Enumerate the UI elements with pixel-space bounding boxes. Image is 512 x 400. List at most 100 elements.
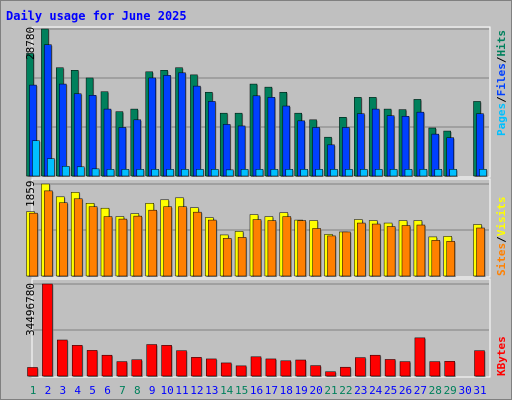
sites-bar-fill [371,223,381,277]
x-tick-label: 16 [250,384,263,397]
pages-bar [136,169,145,177]
legend-visits: Visits [495,197,508,237]
visits-ymax-label: 1859 [24,181,37,208]
pages-bar [181,169,190,177]
pages-bar [91,168,101,177]
kbytes-bar-fill [131,359,143,377]
pages-bar [374,169,384,177]
kbytes-bar-fill [146,344,157,377]
files-bar-fill [222,124,231,177]
kbytes-bar [27,367,39,377]
files-bar-fill [118,127,127,177]
kbytes-bar-fill [235,365,247,377]
files-bar [416,111,425,177]
sites-bar-fill [118,218,128,277]
kbytes-bar [355,357,367,377]
legend-files: Files [495,63,508,96]
files-bar-fill [476,113,484,177]
x-tick-label: 15 [235,384,248,397]
sites-bar [178,206,188,277]
sites-bar-fill [103,216,113,277]
x-tick-label: 11 [175,384,188,397]
kbytes-bar [280,360,292,377]
files-bar [371,108,381,177]
kbytes-bar [42,283,54,377]
pages-bar-fill [32,140,40,177]
pages-bar-fill [389,169,398,177]
sites-bar-fill [59,202,68,277]
pages-bar-fill [479,169,487,177]
kbytes-bar-fill [399,361,411,377]
kbytes-bar-fill [474,350,485,377]
kbytes-bar [429,361,441,377]
hits-legend: Pages/Files/Hits [495,30,508,136]
x-tick-label: 8 [134,384,141,397]
pages-bar-fill [419,169,428,177]
sites-bar-fill [208,219,217,277]
kbytes-bar [444,361,456,377]
kbytes-bar [86,350,99,377]
sites-bar [401,225,411,277]
pages-bar [345,169,354,177]
sites-bar [88,206,99,277]
kbytes-bar-fill [161,345,172,377]
sites-bar [252,219,262,277]
legend-sep: / [495,56,508,63]
x-axis-labels: 1 2 3 4 5 6 7 8 9 10 11 12 13 14 15 16 17 18 19 20 21 22 23 24 2… [30,384,487,397]
x-tick-label: 10 [160,384,173,397]
kbytes-bar-fill [191,357,202,377]
kbytes-bar [474,350,486,377]
pages-bar [285,169,294,177]
files-bar [208,101,217,177]
x-tick-label: 22 [339,384,352,397]
kbytes-bar [116,361,128,377]
pages-bar-fill [285,169,294,177]
files-bar-fill [357,113,365,177]
files-bar-fill [59,83,67,177]
kbytes-bar-fill [206,358,217,377]
pages-bar-fill [449,169,457,177]
kbytes-bar [161,345,173,377]
x-tick-label: 24 [369,384,383,397]
files-bar-fill [282,105,291,177]
sites-bar [118,218,128,277]
kbytes-bar-fill [310,365,321,377]
files-bar [267,97,276,177]
sites-bar-fill [148,209,157,277]
x-tick-label: 29 [444,384,457,397]
legend-kbytes: KBytes [495,336,508,376]
sites-bar [163,206,173,277]
kbytes-bar-fill [42,283,53,377]
sites-bar-fill [401,225,411,277]
pages-bar [196,169,205,177]
sites-bar-fill [312,228,321,277]
x-tick-label: 30 [458,384,471,397]
sites-bar-fill [342,231,351,277]
x-tick-label: 20 [309,384,322,397]
kbytes-bar [206,358,218,377]
files-bar-fill [133,119,142,177]
pages-bar-fill [360,169,368,177]
kbytes-bar-fill [250,356,262,377]
kbytes-bar-fill [384,359,396,377]
pages-bar-fill [181,169,189,177]
files-bar [193,85,202,177]
legend-sep: / [495,96,508,103]
kbytes-bar [57,339,69,377]
files-bar-fill [237,125,246,177]
kbytes-bar-fill [71,345,83,377]
x-tick-label: 5 [89,384,96,397]
x-tick-label: 28 [429,384,442,397]
sites-bar-fill [357,222,366,277]
pages-bar-fill [240,169,249,177]
sites-bar [29,212,39,277]
kbytes-bar-fill [355,357,366,377]
sites-bar [222,238,233,277]
sites-bar [297,220,307,277]
kbytes-bar-fill [340,366,351,377]
x-tick-label: 2 [45,384,52,397]
sites-bar [386,226,397,277]
legend-pages: Pages [495,103,508,136]
sites-bar [148,209,158,277]
pages-bar [270,169,279,177]
